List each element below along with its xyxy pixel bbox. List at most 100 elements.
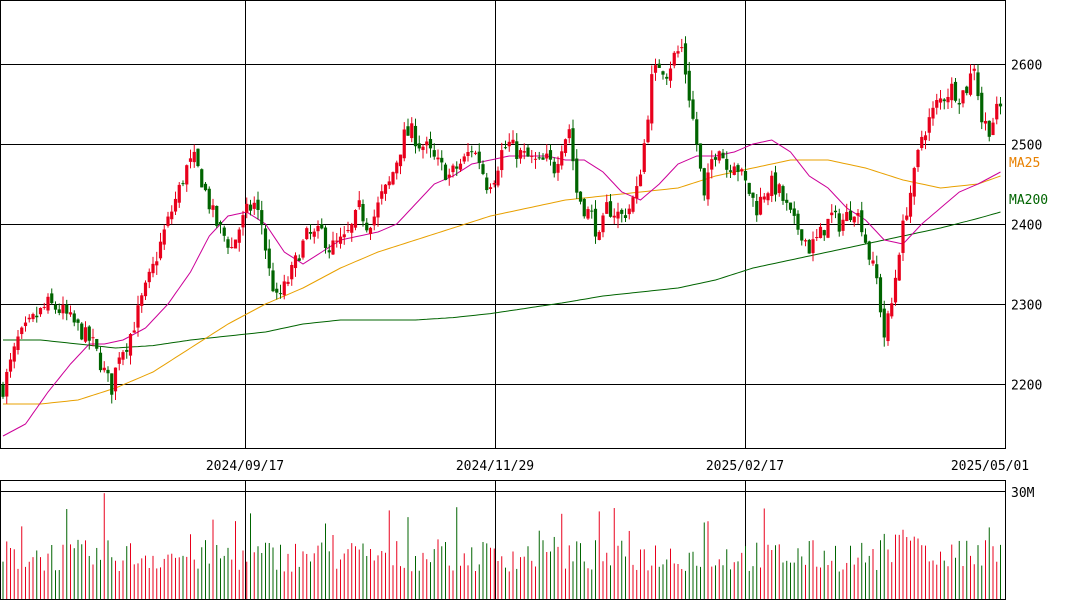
candle — [447, 168, 451, 186]
candle-body — [901, 220, 905, 253]
candle — [192, 144, 196, 168]
candle-body — [417, 143, 421, 149]
candle — [320, 218, 324, 230]
candle-body — [751, 192, 755, 198]
candle-body — [691, 99, 695, 119]
candle-body — [425, 141, 429, 146]
candle — [968, 64, 973, 97]
candle — [68, 305, 73, 317]
candle-body — [470, 151, 474, 153]
candle — [23, 316, 28, 332]
candle — [173, 191, 178, 216]
candle — [905, 207, 909, 222]
candle — [436, 149, 440, 166]
candle — [76, 318, 80, 331]
candle — [807, 238, 811, 254]
candle — [380, 184, 384, 205]
candle — [278, 284, 283, 299]
candle-body — [226, 239, 230, 248]
candle — [361, 199, 365, 227]
candle — [987, 120, 991, 142]
candle-body — [8, 359, 13, 372]
candle — [646, 115, 650, 144]
candle — [233, 239, 238, 249]
candle-body — [398, 154, 403, 167]
candle — [106, 366, 110, 382]
candle — [743, 166, 748, 184]
candle — [571, 119, 575, 171]
candle-body — [50, 293, 54, 304]
candle — [995, 96, 999, 125]
candle-body — [286, 281, 290, 284]
candle-body — [792, 208, 796, 216]
candle-body — [507, 141, 511, 147]
candle-body — [852, 216, 856, 223]
candle-body — [278, 293, 283, 295]
candle-body — [822, 230, 826, 236]
candle — [998, 97, 1003, 115]
candle — [803, 238, 808, 247]
candle — [20, 326, 24, 339]
candle — [815, 229, 819, 242]
candle — [128, 332, 133, 365]
candle-body — [871, 260, 875, 264]
candle — [721, 148, 725, 159]
candle — [211, 198, 215, 218]
candle — [301, 238, 305, 260]
candle — [158, 232, 163, 261]
candle-body — [777, 184, 781, 194]
candle — [245, 197, 249, 219]
candle-body — [747, 182, 751, 194]
candle — [12, 342, 16, 369]
candle — [147, 268, 151, 289]
candle — [792, 201, 796, 224]
candle — [702, 167, 706, 201]
candle — [736, 163, 740, 182]
candle — [342, 225, 346, 245]
candle-body — [612, 215, 616, 218]
candle-body — [548, 150, 553, 160]
candle-body — [222, 227, 226, 236]
candle-body — [965, 86, 969, 94]
candle — [631, 195, 635, 214]
candle-body — [683, 43, 688, 75]
candle — [830, 204, 834, 224]
candle-body — [695, 119, 699, 145]
candle — [856, 208, 860, 224]
candle — [972, 64, 976, 81]
y-tick-label-2500: 2500 — [1011, 139, 1042, 154]
candle — [650, 65, 654, 131]
candle — [901, 214, 905, 261]
candle-body — [867, 241, 871, 260]
candle — [668, 61, 673, 88]
candle-body — [826, 218, 830, 238]
candle-body — [192, 151, 196, 163]
candle — [961, 89, 965, 108]
candle-body — [567, 129, 571, 139]
candle-body — [983, 120, 988, 124]
candle-body — [188, 158, 193, 162]
candle — [601, 212, 605, 238]
candle — [908, 185, 913, 224]
candle — [893, 269, 898, 306]
candle — [882, 300, 886, 347]
candle-body — [661, 71, 665, 75]
candle-body — [125, 349, 129, 352]
candle-body — [725, 158, 729, 170]
candle-body — [128, 334, 133, 356]
candle-body — [207, 188, 211, 210]
candle-body — [177, 184, 181, 203]
candle — [327, 244, 331, 259]
candle-body — [496, 170, 500, 186]
candle — [552, 157, 556, 178]
candle-body — [706, 172, 710, 200]
candle-body — [837, 213, 841, 232]
candle-body — [185, 165, 189, 185]
candle — [395, 160, 399, 180]
candle — [5, 368, 9, 404]
candle-body — [702, 168, 706, 196]
candle-body — [346, 230, 350, 232]
candle — [710, 150, 714, 179]
candle-body — [556, 163, 560, 173]
candle-body — [976, 72, 980, 97]
